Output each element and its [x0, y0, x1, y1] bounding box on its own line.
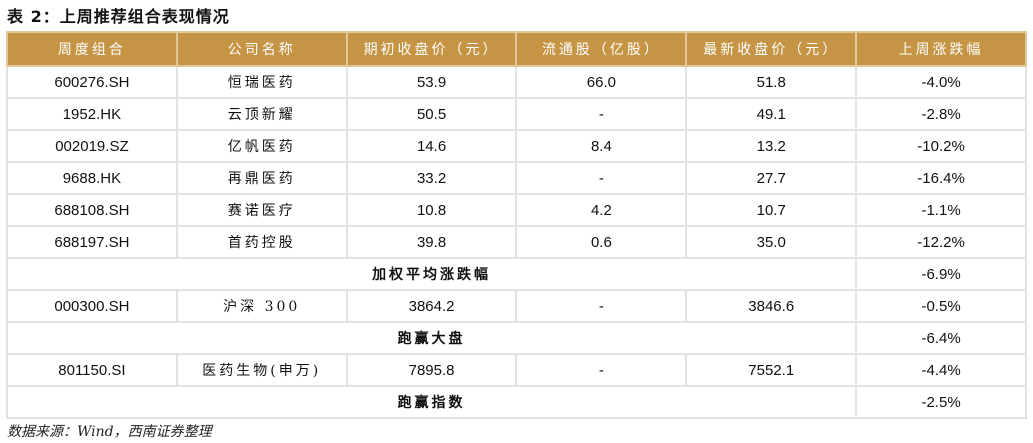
table-cell: 33.2: [345, 161, 518, 195]
table-cell: 000300.SH: [6, 289, 178, 323]
table-cell: 8.4: [515, 129, 688, 163]
table-row: 688108.SH 赛诺医疗 10.8 4.2 10.7 -1.1%: [6, 193, 1027, 227]
summary-value: -6.4%: [855, 321, 1027, 355]
table-cell: 27.7: [685, 161, 858, 195]
table-cell: -: [515, 289, 688, 323]
table-cell: 首药控股: [175, 225, 348, 259]
table-cell: -2.8%: [855, 97, 1027, 131]
column-header: 周度组合: [6, 31, 178, 67]
table-cell: 49.1: [685, 97, 858, 131]
table-cell: -12.2%: [855, 225, 1027, 259]
table-cell: 35.0: [685, 225, 858, 259]
table-cell: 10.7: [685, 193, 858, 227]
summary-value: -2.5%: [855, 385, 1027, 419]
table-cell: 801150.SI: [6, 353, 178, 387]
table-row: 000300.SH 沪深 300 3864.2-3846.6 -0.5%: [6, 289, 1027, 323]
table-cell: 云顶新耀: [175, 97, 348, 131]
table-cell: 4.2: [515, 193, 688, 227]
table-cell: 50.5: [345, 97, 518, 131]
table-cell: -: [515, 161, 688, 195]
summary-row: 跑赢大盘 -6.4%: [5, 321, 1027, 355]
table-cell: 53.9: [345, 65, 518, 99]
table-cell: 600276.SH: [6, 65, 178, 99]
table-cell: 002019.SZ: [6, 129, 178, 163]
table-cell: -4.0%: [855, 65, 1027, 99]
table-cell: 9688.HK: [6, 161, 178, 195]
header-row: 周度组合 公司名称 期初收盘价（元） 流通股（亿股） 最新收盘价（元） 上周涨跌幅: [6, 31, 1027, 67]
table-cell: 3846.6: [685, 289, 858, 323]
table-cell: 14.6: [345, 129, 518, 163]
table-cell: 0.6: [515, 225, 688, 259]
table-title: 表 2：上周推荐组合表现情况: [7, 7, 230, 26]
table-row: 1952.HK 云顶新耀 50.5-49.1 -2.8%: [6, 97, 1027, 131]
table-row: 688197.SH 首药控股 39.8 0.6 35.0 -12.2%: [6, 225, 1027, 259]
table-cell: 66.0: [515, 65, 688, 99]
column-header: 期初收盘价（元）: [345, 31, 518, 67]
table-cell: 再鼎医药: [175, 161, 348, 195]
summary-row: 跑赢指数 -2.5%: [5, 385, 1027, 419]
table-cell: 10.8: [345, 193, 518, 227]
table-cell: -4.4%: [855, 353, 1027, 387]
source-note: 数据来源：Wind，西南证券整理: [7, 424, 212, 440]
column-header: 上周涨跌幅: [855, 31, 1027, 67]
summary-value: -6.9%: [855, 257, 1027, 291]
summary-label: 跑赢指数: [5, 385, 858, 419]
table-cell: -10.2%: [855, 129, 1027, 163]
portfolio-table: 周度组合 公司名称 期初收盘价（元） 流通股（亿股） 最新收盘价（元） 上周涨跌幅 600…: [5, 31, 1027, 419]
table-cell: 恒瑞医药: [175, 65, 348, 99]
table-row: 002019.SZ 亿帆医药 14.6 8.4 13.2 -10.2%: [6, 129, 1027, 163]
table-cell: 688108.SH: [6, 193, 178, 227]
table-cell: 1952.HK: [6, 97, 178, 131]
table-cell: 51.8: [685, 65, 858, 99]
summary-row: 加权平均涨跌幅 -6.9%: [5, 257, 1027, 291]
table-row: 801150.SI 医药生物(申万) 7895.8-7552.1 -4.4%: [6, 353, 1027, 387]
table-row: 600276.SH 恒瑞医药 53.9 66.0 51.8 -4.0%: [6, 65, 1027, 99]
summary-label: 加权平均涨跌幅: [5, 257, 858, 291]
table-cell: 亿帆医药: [175, 129, 348, 163]
table-cell: 沪深 300: [175, 289, 348, 323]
table-cell: -: [515, 97, 688, 131]
column-header: 最新收盘价（元）: [685, 31, 858, 67]
column-header: 公司名称: [175, 31, 348, 67]
table-cell: 39.8: [345, 225, 518, 259]
table-cell: 688197.SH: [6, 225, 178, 259]
table-cell: 赛诺医疗: [175, 193, 348, 227]
table-row: 9688.HK 再鼎医药 33.2-27.7 -16.4%: [6, 161, 1027, 195]
table-cell: -0.5%: [855, 289, 1027, 323]
table-cell: 13.2: [685, 129, 858, 163]
table-cell: -1.1%: [855, 193, 1027, 227]
table-cell: -: [515, 353, 688, 387]
summary-label: 跑赢大盘: [5, 321, 858, 355]
table-cell: 7552.1: [685, 353, 858, 387]
table-cell: -16.4%: [855, 161, 1027, 195]
table-cell: 医药生物(申万): [175, 353, 348, 387]
table-cell: 3864.2: [345, 289, 518, 323]
column-header: 流通股（亿股）: [515, 31, 688, 67]
table-cell: 7895.8: [345, 353, 518, 387]
